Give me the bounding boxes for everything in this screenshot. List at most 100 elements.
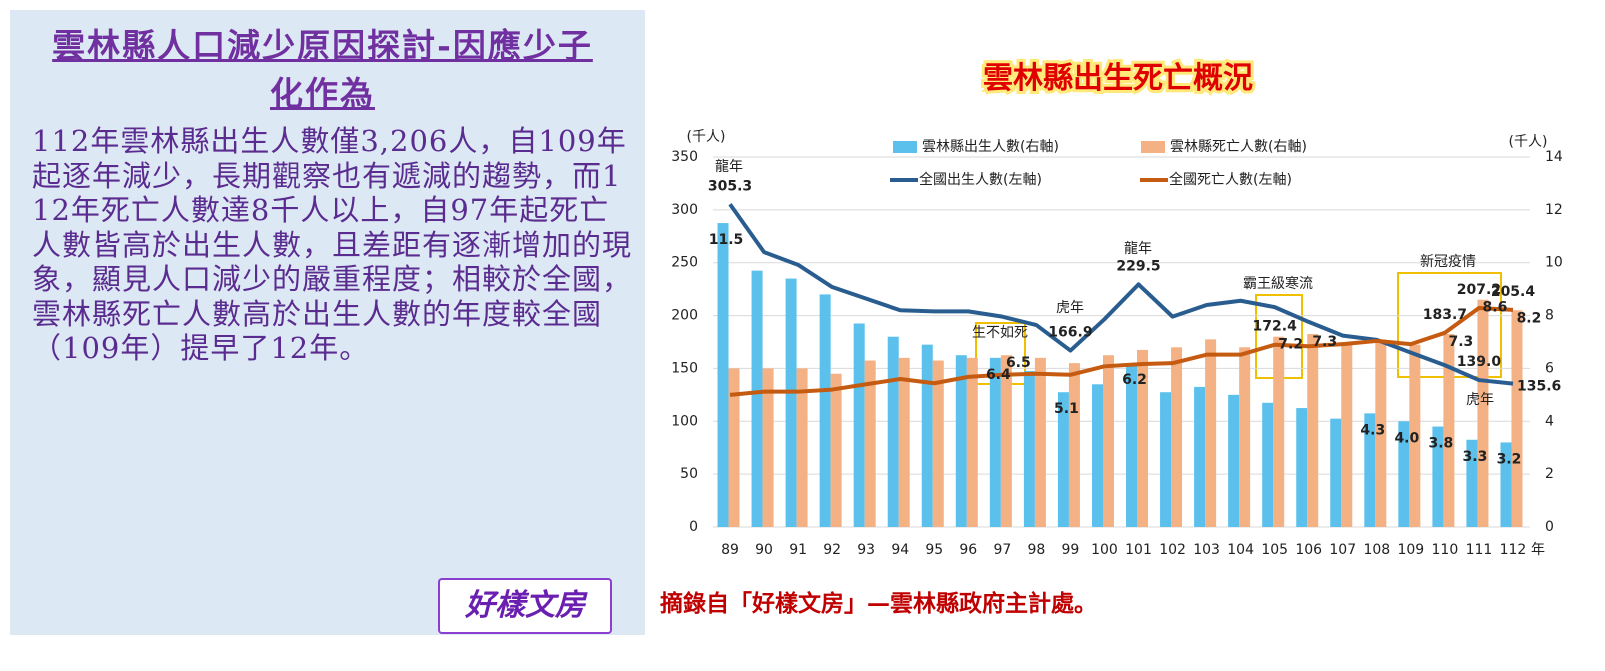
bar xyxy=(1091,384,1103,527)
data-label: 6.5 xyxy=(1006,355,1031,371)
bar xyxy=(796,368,808,527)
data-label: 305.3 xyxy=(708,178,752,194)
logo: 好樣文房 xyxy=(438,578,612,634)
slide-title: 雲林縣人口減少原因探討-因應少子化作為 xyxy=(52,26,593,113)
bar xyxy=(1126,363,1138,527)
legend-swatch xyxy=(1141,141,1165,153)
x-tick-label: 91 xyxy=(789,542,807,558)
data-label: 207.2 xyxy=(1457,282,1501,298)
data-label: 8.2 xyxy=(1517,310,1542,326)
bar xyxy=(1205,339,1217,527)
data-label: 3.3 xyxy=(1463,449,1488,465)
y-tick-label: 300 xyxy=(671,202,698,218)
bar xyxy=(1296,408,1308,527)
x-tick-label: 104 xyxy=(1227,542,1254,558)
x-tick-label: 106 xyxy=(1295,542,1322,558)
data-label: 7.2 xyxy=(1278,337,1303,353)
annotation: 龍年 xyxy=(715,158,743,175)
legend-label: 全國死亡人數(左軸) xyxy=(1169,171,1292,188)
line xyxy=(728,203,1514,386)
bar xyxy=(1160,392,1172,527)
bar xyxy=(717,223,729,528)
y-tick-label: 200 xyxy=(671,308,698,324)
x-tick-label: 103 xyxy=(1193,542,1220,558)
bar xyxy=(887,336,899,527)
y-tick-label: 0 xyxy=(689,519,698,535)
bar xyxy=(921,344,933,527)
bar xyxy=(1194,386,1206,527)
y-tick-label: 350 xyxy=(671,149,698,165)
data-label: 172.4 xyxy=(1253,319,1298,335)
legend-label: 雲林縣死亡人數(右軸) xyxy=(1170,139,1307,155)
data-label: 11.5 xyxy=(709,232,744,248)
annotation: 新冠疫情 xyxy=(1420,254,1476,270)
data-label: 229.5 xyxy=(1116,258,1160,274)
slide-body: 112年雲林縣出生人數僅3,206人，自109年起逐年減少，長期觀察也有遞減的趨… xyxy=(32,124,633,365)
x-tick-label: 112 xyxy=(1500,542,1527,558)
source-note: 摘錄自「好樣文房」—雲林縣政府主計處。 xyxy=(660,590,1097,617)
data-label: 4.0 xyxy=(1394,430,1419,446)
annotation: 虎年 xyxy=(1056,300,1084,316)
bar xyxy=(830,373,842,527)
bar xyxy=(1023,371,1035,527)
y2-axis-label: (千人) xyxy=(1509,134,1548,150)
x-tick-label: 93 xyxy=(857,542,875,558)
y2-tick-label: 14 xyxy=(1545,149,1563,165)
bar xyxy=(1330,418,1342,527)
data-label: 139.0 xyxy=(1457,354,1502,370)
data-label: 6.4 xyxy=(986,367,1011,383)
y2-tick-label: 6 xyxy=(1545,360,1554,376)
data-label: 7.3 xyxy=(1312,334,1337,350)
y-tick-label: 100 xyxy=(671,413,698,429)
x-tick-label: 95 xyxy=(925,542,943,558)
bar xyxy=(853,323,865,527)
x-tick-label: 110 xyxy=(1432,542,1459,558)
annotation: 生不如死 xyxy=(972,325,1028,341)
y2-tick-label: 2 xyxy=(1545,466,1554,482)
data-label: 4.3 xyxy=(1360,422,1385,438)
annotation: 龍年 xyxy=(1124,240,1152,257)
bar xyxy=(1057,392,1069,527)
x-tick-label: 102 xyxy=(1159,542,1186,558)
x-tick-label: 101 xyxy=(1125,542,1152,558)
bar xyxy=(751,270,763,527)
bar xyxy=(1307,334,1319,527)
x-tick-label: 100 xyxy=(1091,542,1118,558)
bar xyxy=(1068,363,1080,527)
bar xyxy=(1034,357,1046,527)
data-label: 7.3 xyxy=(1448,334,1473,350)
y2-tick-label: 12 xyxy=(1545,202,1563,218)
data-label: 6.2 xyxy=(1122,372,1147,388)
bar xyxy=(1239,347,1251,527)
x-tick-label: 97 xyxy=(993,542,1011,558)
bar xyxy=(1228,394,1240,527)
data-label: 135.6 xyxy=(1517,379,1561,395)
x-tick-label: 96 xyxy=(959,542,977,558)
bar xyxy=(1262,402,1274,527)
legend-label: 雲林縣出生人數(右軸) xyxy=(922,139,1059,155)
x-tick-label: 111 xyxy=(1466,542,1493,558)
bar xyxy=(1409,344,1421,527)
bar xyxy=(762,368,774,527)
x-tick-label: 107 xyxy=(1329,542,1356,558)
bar xyxy=(989,357,1001,527)
y2-tick-label: 4 xyxy=(1545,413,1554,429)
y-tick-label: 150 xyxy=(671,360,698,376)
bar xyxy=(1375,339,1387,527)
bar xyxy=(785,278,797,527)
y2-tick-label: 0 xyxy=(1545,519,1554,535)
bar xyxy=(1432,426,1444,527)
legend-swatch xyxy=(893,141,917,153)
y-tick-label: 250 xyxy=(671,255,698,271)
annotation: 霸王級寒流 xyxy=(1243,275,1313,292)
bar xyxy=(1364,413,1376,527)
x-tick-label: 89 xyxy=(721,542,739,558)
x-tick-label: 92 xyxy=(823,542,841,558)
legend-label: 全國出生人數(左軸) xyxy=(919,171,1042,188)
data-label: 3.8 xyxy=(1428,436,1453,452)
bar xyxy=(932,360,944,527)
x-tick-label: 108 xyxy=(1363,542,1390,558)
bar xyxy=(1511,310,1523,527)
y2-tick-label: 10 xyxy=(1545,255,1563,271)
x-tick-label: 105 xyxy=(1261,542,1288,558)
